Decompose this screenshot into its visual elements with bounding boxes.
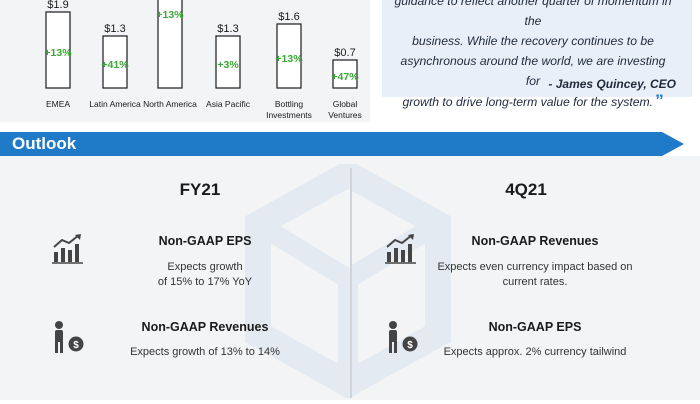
bar [45, 11, 71, 89]
ceo-quote-box: guidance to reflect another quarter of m… [382, 0, 692, 110]
fy21-revenues-description: Expects growth of 13% to 14% [110, 345, 300, 360]
bar [276, 23, 302, 89]
segment-revenue-chart: $1.9 +13% EMEA $1.3 +41% Latin America +13% Nor… [0, 0, 370, 122]
outlook-panel: FY21 Non-GAAP EPS Expects growth of 15% … [0, 156, 700, 400]
outlook-header: Outlook [0, 132, 700, 156]
4q21-revenues-heading: Non-GAAP Revenues [471, 234, 599, 248]
desc-line: Expects growth of 13% to 14% [130, 346, 280, 358]
person-dollar-icon: $ [389, 321, 418, 353]
bar-value-label: $1.3 [217, 23, 238, 35]
bar [102, 35, 128, 89]
bar-value-label: $1.6 [278, 11, 299, 23]
desc-line: Expects approx. 2% currency tailwind [443, 346, 627, 358]
column-divider [350, 168, 352, 398]
svg-text:$: $ [407, 340, 413, 351]
bar [332, 59, 358, 89]
person-dollar-icon: $ [55, 321, 84, 353]
bar-growth-label: +41% [101, 59, 129, 71]
outlook-header-bar [0, 132, 662, 156]
4q21-title: 4Q21 [505, 180, 547, 199]
bar-chart-trend-icon [52, 234, 83, 264]
bar-growth-label: +3% [217, 59, 239, 71]
ceo-quote-text: guidance to reflect another quarter of m… [392, 0, 674, 112]
4q21-eps-description: Expects approx. 2% currency tailwind [430, 345, 640, 360]
desc-line: current rates. [502, 276, 568, 288]
outlook-header-arrow [662, 132, 684, 156]
category-label: EMEA [46, 99, 70, 109]
bar-value-label: $0.7 [334, 47, 355, 59]
quote-line: asynchronous around the world, we are in… [400, 54, 666, 88]
category-label: Bottling [275, 99, 304, 109]
bar [215, 35, 241, 89]
bar-growth-label: +13% [275, 53, 303, 65]
4q21-eps-heading: Non-GAAP EPS [488, 320, 582, 334]
bar [157, 0, 183, 89]
category-label: Latin America [89, 99, 141, 109]
quote-author: - James Quincey, CEO [548, 77, 676, 91]
bar-growth-label: +13% [44, 47, 72, 59]
fy21-revenues-heading: Non-GAAP Revenues [141, 320, 269, 334]
desc-line: of 15% to 17% YoY [157, 276, 253, 288]
segment-revenue-chart-svg: $1.9 +13% EMEA $1.3 +41% Latin America +13% Nor… [44, 0, 362, 120]
category-label: Global [333, 99, 358, 109]
desc-line: Expects growth [167, 261, 243, 273]
bar-value-label: $1.3 [104, 23, 125, 35]
fy21-title: FY21 [179, 180, 221, 199]
bar-chart-trend-icon [385, 234, 416, 264]
outlook-title: Outlook [12, 134, 77, 153]
quote-line: business. While the recovery continues t… [412, 34, 654, 48]
bar-growth-label: +47% [331, 71, 359, 83]
quote-line: growth to drive long-term value for the … [392, 91, 674, 112]
fy21-eps-description: Expects growth of 15% to 17% YoY [120, 260, 290, 290]
quote-line-text: growth to drive long-term value for the … [402, 95, 654, 109]
category-label: Asia Pacific [206, 99, 251, 109]
bar-growth-label: +13% [156, 9, 184, 21]
fy21-eps-heading: Non-GAAP EPS [158, 234, 252, 248]
svg-text:$: $ [73, 340, 79, 351]
desc-line: Expects even currency impact based on [437, 261, 633, 273]
quote-line: guidance to reflect another quarter of m… [394, 0, 672, 28]
bar-value-label: $1.9 [47, 0, 68, 11]
watermark-logo-icon [245, 164, 451, 399]
category-label: North America [143, 99, 197, 109]
category-label: Ventures [328, 110, 362, 120]
quote-close-icon: ” [655, 91, 664, 110]
4q21-revenues-description: Expects even currency impact based on cu… [425, 260, 645, 290]
category-label: Investments [266, 110, 312, 120]
